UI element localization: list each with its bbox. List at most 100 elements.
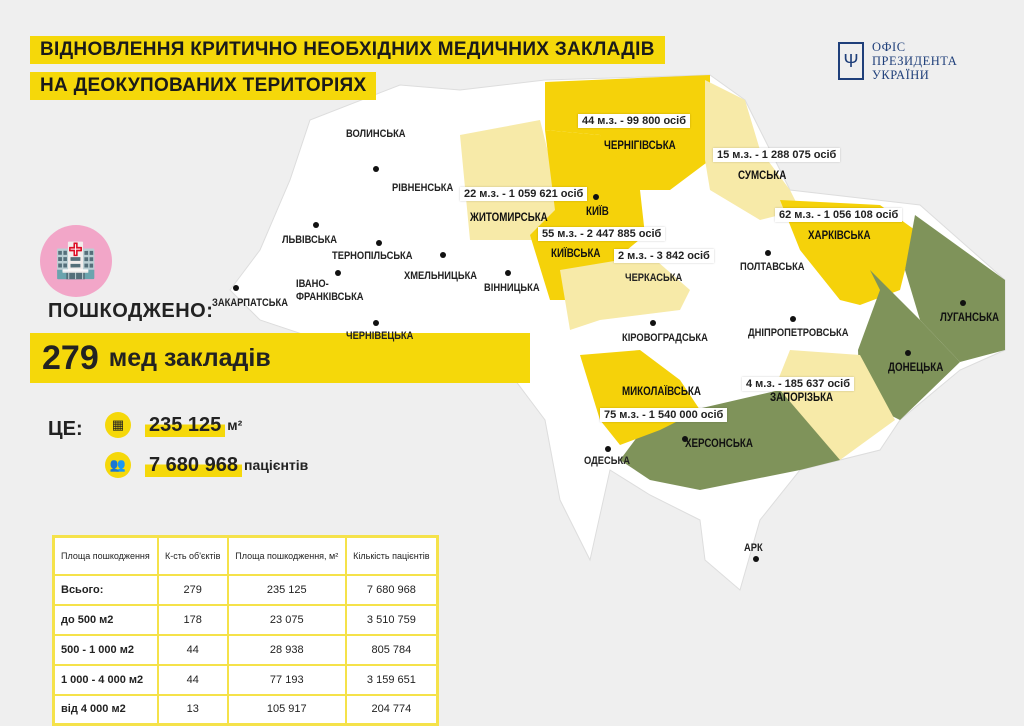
label-odeska: ОДЕСЬКА xyxy=(584,455,630,467)
label-kharkivska: ХАРКІВСЬКА xyxy=(808,230,871,242)
label-ivano-1: ІВАНО- xyxy=(296,278,329,290)
label-lvivska: ЛЬВІВСЬКА xyxy=(282,234,337,246)
city-dot xyxy=(765,250,771,256)
city-dot xyxy=(650,320,656,326)
logo-line-2: ПРЕЗИДЕНТА xyxy=(872,54,958,68)
table-row: Всього: 279 235 125 7 680 968 xyxy=(52,573,439,606)
city-dot xyxy=(905,350,911,356)
table-cell: 1 000 - 4 000 м2 xyxy=(52,663,159,696)
damaged-count-bar: 279 мед закладів xyxy=(30,333,530,383)
table-row: 1 000 - 4 000 м2 44 77 193 3 159 651 xyxy=(52,663,439,696)
table-cell: 28 938 xyxy=(226,633,347,666)
region-donetska xyxy=(858,270,960,420)
area-value: 235 125 xyxy=(145,413,226,437)
table-cell: 77 193 xyxy=(226,663,347,696)
table-cell: 805 784 xyxy=(344,633,439,666)
title-line-2: НА ДЕОКУПОВАНИХ ТЕРИТОРІЯХ xyxy=(30,72,377,100)
label-dnipropetrovska: ДНІПРОПЕТРОВСЬКА xyxy=(748,327,849,339)
patients-stat: 👥 7 680 968 пацієнтів xyxy=(105,452,308,478)
label-donetska: ДОНЕЦЬКА xyxy=(888,362,944,374)
label-kirovohradska: КІРОВОГРАДСЬКА xyxy=(622,332,708,344)
this-label: ЦЕ: xyxy=(48,418,83,440)
city-dot xyxy=(376,240,382,246)
table-header: Площа пошкодження К-сть об'єктів Площа п… xyxy=(52,535,439,576)
table-cell: 44 xyxy=(156,633,229,666)
city-dot xyxy=(505,270,511,276)
label-mykolaivska: МИКОЛАЇВСЬКА xyxy=(622,386,701,398)
area-stat: ▦ 235 125 м² xyxy=(105,412,242,438)
table-row: до 500 м2 178 23 075 3 510 759 xyxy=(52,603,439,636)
label-kyivska: КИЇВСЬКА xyxy=(551,248,601,260)
label-kyiv: КИЇВ xyxy=(586,206,609,218)
label-khersonska: ХЕРСОНСЬКА xyxy=(685,438,753,450)
region-luhanska xyxy=(905,215,1005,362)
label-ivano-2: ФРАНКІВСЬКА xyxy=(296,291,364,303)
president-office-logo: Ψ ОФІС ПРЕЗИДЕНТА УКРАЇНИ xyxy=(838,40,957,82)
badge-zaporizka: 4 м.з. - 185 637 осіб xyxy=(742,377,855,391)
label-volynska: ВОЛИНСЬКА xyxy=(346,128,406,140)
region-zhytomyrska xyxy=(460,120,560,240)
label-khmelnytska: ХМЕЛЬНИЦЬКА xyxy=(404,270,478,282)
table-cell: 235 125 xyxy=(226,573,347,606)
city-dot xyxy=(373,320,379,326)
city-dot xyxy=(753,556,759,562)
badge-kyivska: 55 м.з. - 2 447 885 осіб xyxy=(538,227,666,241)
patients-icon: 👥 xyxy=(105,452,131,478)
city-dot xyxy=(233,285,239,291)
table-row: 500 - 1 000 м2 44 28 938 805 784 xyxy=(52,633,439,666)
label-chernivetska: ЧЕРНІВЕЦЬКА xyxy=(346,330,414,342)
label-ark: АРК xyxy=(744,542,763,554)
trident-icon: Ψ xyxy=(838,42,864,80)
table-cell: 204 774 xyxy=(344,693,439,726)
logo-line-3: УКРАЇНИ xyxy=(872,68,930,82)
table-cell: від 4 000 м2 xyxy=(52,693,159,726)
city-dot xyxy=(335,270,341,276)
table-cell: 7 680 968 xyxy=(344,573,439,606)
floor-plan-icon: ▦ xyxy=(105,412,131,438)
table-cell: 44 xyxy=(156,663,229,696)
table-cell: 105 917 xyxy=(226,693,347,726)
label-rivnenska: РІВНЕНСЬКА xyxy=(392,182,454,194)
table-cell: 23 075 xyxy=(226,603,347,636)
label-vinnytska: ВІННИЦЬКА xyxy=(484,282,540,294)
region-chernihivska xyxy=(545,75,710,190)
patients-value: 7 680 968 xyxy=(145,453,242,477)
title-line-1: ВІДНОВЛЕННЯ КРИТИЧНО НЕОБХІДНИХ МЕДИЧНИХ… xyxy=(30,36,665,64)
badge-chernihivska: 44 м.з. - 99 800 осіб xyxy=(578,114,691,128)
header-cell: Кількість пацієнтів xyxy=(344,535,439,576)
badge-cherkaska: 2 м.з. - 3 842 осіб xyxy=(614,249,714,263)
table-cell: 3 159 651 xyxy=(344,663,439,696)
damaged-count-unit: мед закладів xyxy=(108,343,271,372)
table-cell: до 500 м2 xyxy=(52,603,159,636)
damaged-label: ПОШКОДЖЕНО: xyxy=(48,300,214,322)
patients-unit: пацієнтів xyxy=(243,457,309,473)
region-cherkaska xyxy=(560,255,690,330)
table-row: від 4 000 м2 13 105 917 204 774 xyxy=(52,693,439,726)
region-kharkivska xyxy=(780,200,915,305)
city-dot xyxy=(373,166,379,172)
label-zaporizka: ЗАПОРІЗЬКА xyxy=(770,392,834,404)
city-dot xyxy=(440,252,446,258)
label-zakarpatska: ЗАКАРПАТСЬКА xyxy=(212,297,288,309)
badge-kharkivska: 62 м.з. - 1 056 108 осіб xyxy=(775,208,903,222)
hospital-icon: 🏥 xyxy=(40,225,112,297)
badge-khersonska: 75 м.з. - 1 540 000 осіб xyxy=(600,408,728,422)
city-dot xyxy=(605,446,611,452)
city-dot xyxy=(682,436,688,442)
table-cell: 500 - 1 000 м2 xyxy=(52,633,159,666)
table-cell: 3 510 759 xyxy=(344,603,439,636)
city-dot xyxy=(313,222,319,228)
damaged-count: 279 xyxy=(42,338,99,377)
table-cell: 279 xyxy=(156,573,229,606)
label-ternopilska: ТЕРНОПІЛЬСЬКА xyxy=(332,250,413,262)
label-zhytomyrska: ЖИТОМИРСЬКА xyxy=(470,212,548,224)
table-cell: Всього: xyxy=(52,573,159,606)
header-cell: Площа пошкодження, м² xyxy=(226,535,347,576)
damage-table: Площа пошкодження К-сть об'єктів Площа п… xyxy=(52,535,439,726)
badge-sumska: 15 м.з. - 1 288 075 осіб xyxy=(713,148,841,162)
header-cell: Площа пошкодження xyxy=(52,535,159,576)
label-luhanska: ЛУГАНСЬКА xyxy=(940,312,1000,324)
kyiv-dot xyxy=(593,194,599,200)
area-unit: м² xyxy=(227,417,243,433)
